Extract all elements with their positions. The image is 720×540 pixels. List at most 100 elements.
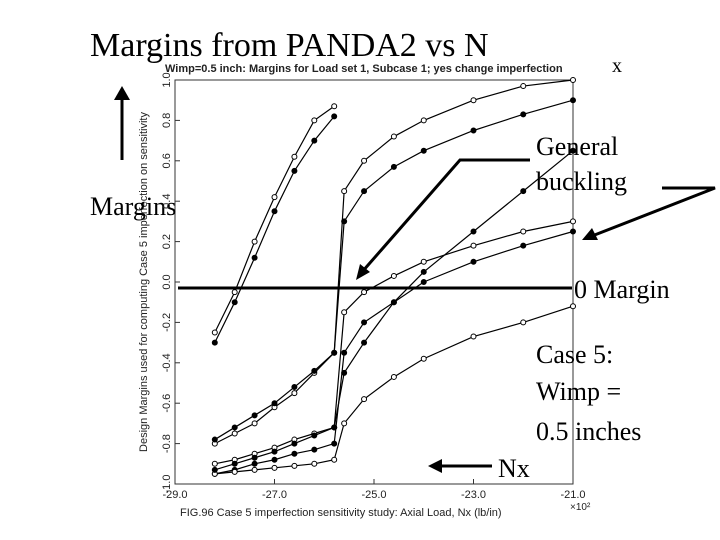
annotation: General <box>536 132 618 161</box>
point <box>271 464 278 471</box>
point <box>570 97 576 104</box>
x-tick-label: -25.0 <box>361 489 386 501</box>
point <box>520 319 527 326</box>
y-tick-label: -0.8 <box>161 434 173 453</box>
point <box>420 117 427 124</box>
point <box>390 133 397 140</box>
point <box>361 157 368 164</box>
point <box>341 309 348 316</box>
x-tick-label: -23.0 <box>461 489 486 501</box>
point <box>331 349 338 356</box>
annotation: Nx <box>498 454 530 483</box>
point <box>311 446 318 453</box>
point <box>291 440 298 447</box>
point <box>570 77 576 83</box>
point <box>520 111 527 118</box>
point <box>570 303 576 310</box>
point <box>271 448 278 455</box>
point <box>470 258 477 265</box>
point <box>420 355 427 362</box>
point <box>231 424 238 431</box>
x-tick-label: -27.0 <box>262 489 287 501</box>
point <box>251 254 258 261</box>
y-tick-label: 0.4 <box>161 194 173 209</box>
y-tick-label: -0.2 <box>161 313 173 332</box>
point <box>271 400 278 407</box>
point <box>390 272 397 279</box>
point <box>231 468 238 475</box>
point <box>331 440 338 447</box>
point <box>341 188 348 195</box>
slide-title: Margins from PANDA2 vs N <box>90 27 489 64</box>
point <box>390 163 397 170</box>
point <box>291 384 298 391</box>
y-tick-label: 1.0 <box>161 72 173 87</box>
plot-frame <box>174 79 574 485</box>
point <box>291 153 298 160</box>
point <box>251 466 258 473</box>
point <box>520 228 527 235</box>
series-line <box>214 230 574 475</box>
point <box>211 329 218 336</box>
point <box>390 373 397 380</box>
point <box>311 367 318 374</box>
point <box>311 460 318 467</box>
y-tick-label: 0.6 <box>161 153 173 168</box>
y-axis-label: Design Margins used for computing Case 5… <box>138 112 150 452</box>
point <box>361 289 368 296</box>
point <box>570 218 576 225</box>
point <box>211 339 218 346</box>
point <box>470 333 477 340</box>
buckling-arrow <box>360 158 530 273</box>
annotation: 0 Margin <box>574 275 670 304</box>
annotation: Wimp = <box>536 377 621 406</box>
point <box>251 238 258 245</box>
point <box>331 103 338 110</box>
point <box>470 228 477 235</box>
point <box>361 319 368 326</box>
slide-title-sub: x <box>612 55 622 77</box>
point <box>420 147 427 154</box>
point <box>311 117 318 124</box>
arrow-head <box>114 86 130 100</box>
point <box>341 349 348 356</box>
point <box>470 97 477 104</box>
point <box>231 299 238 306</box>
point <box>271 456 278 463</box>
point <box>291 167 298 174</box>
annotation: Case 5: <box>536 340 613 369</box>
point <box>331 113 338 120</box>
series-line <box>214 150 574 471</box>
x-multiplier: ×10² <box>570 502 591 513</box>
x-axis-label: FIG.96 Case 5 imperfection sensitivity s… <box>180 507 502 519</box>
y-tick-label: -0.6 <box>161 394 173 413</box>
point <box>231 460 238 467</box>
point <box>331 424 338 431</box>
series-line <box>214 220 574 465</box>
point <box>211 436 218 443</box>
point <box>470 242 477 249</box>
point <box>341 369 348 376</box>
series-line <box>214 305 574 475</box>
point <box>251 420 258 427</box>
point <box>420 258 427 265</box>
arrow-head <box>356 264 370 280</box>
point <box>291 462 298 469</box>
x-tick-label: -29.0 <box>162 489 187 501</box>
point <box>361 188 368 195</box>
point <box>420 279 427 285</box>
annotation: Margins <box>90 192 176 221</box>
point <box>211 460 218 467</box>
point <box>211 466 218 473</box>
point <box>420 268 427 275</box>
point <box>291 450 298 457</box>
y-tick-label: 0.0 <box>161 274 173 289</box>
point <box>361 396 368 403</box>
y-tick-label: 0.8 <box>161 113 173 128</box>
annotation: 0.5 inches <box>536 417 641 446</box>
buckling-arrow <box>591 186 716 238</box>
annotation: buckling <box>536 167 627 196</box>
point <box>271 208 278 215</box>
point <box>271 194 278 201</box>
